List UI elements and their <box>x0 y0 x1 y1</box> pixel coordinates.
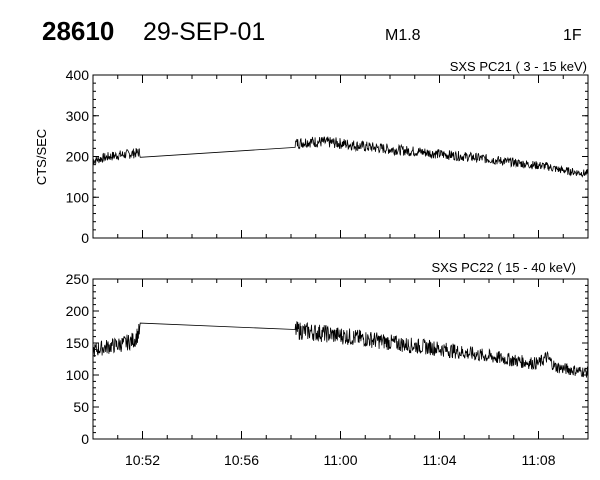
y-tick-label: 100 <box>66 367 90 383</box>
tick-group <box>92 74 589 239</box>
series-group <box>92 136 589 178</box>
y-tick-labels: 0 50 100 150 200 250 <box>66 271 90 447</box>
y-axis-label: CTS/SEC <box>34 129 49 185</box>
panel-title: SXS PC22 ( 15 - 40 keV) <box>431 260 576 275</box>
y-tick-label: 0 <box>81 230 89 246</box>
x-tick-labels: 10:52 10:56 11:00 11:04 11:08 <box>125 452 556 468</box>
x-tick-label: 11:04 <box>423 452 457 468</box>
series-line <box>92 321 589 378</box>
series-line <box>92 136 589 178</box>
y-tick-label: 100 <box>66 189 90 205</box>
x-tick-label: 10:52 <box>125 452 160 468</box>
x-tick-label: 10:56 <box>224 452 259 468</box>
panel-title: SXS PC21 ( 3 - 15 keV) <box>450 59 587 74</box>
event-date: 29-SEP-01 <box>143 18 265 46</box>
y-tick-label: 200 <box>66 303 90 319</box>
x-tick-label: 11:00 <box>324 452 358 468</box>
event-id: 28610 <box>42 16 114 46</box>
y-tick-label: 200 <box>66 149 90 165</box>
x-tick-label: 11:08 <box>522 452 556 468</box>
panel-pc22: SXS PC22 ( 15 - 40 keV) 050100150200250 … <box>66 260 589 468</box>
y-tick-label: 300 <box>66 108 90 124</box>
h-alpha-class: 1F <box>563 27 582 44</box>
y-tick-label: 400 <box>66 67 90 83</box>
plot-frame <box>92 74 589 239</box>
panel-pc21: SXS PC21 ( 3 - 15 keV) CTS/SEC 0 100 200 30… <box>34 59 589 246</box>
y-tick-label: 50 <box>73 399 89 415</box>
y-tick-label: 0 <box>81 431 89 447</box>
tick-group <box>92 278 589 440</box>
goes-class: M1.8 <box>385 27 421 44</box>
y-tick-labels: 0 100 200 300 400 <box>66 67 90 246</box>
series-group <box>92 321 589 378</box>
y-tick-label: 250 <box>66 271 90 287</box>
y-tick-label: 150 <box>66 335 90 351</box>
